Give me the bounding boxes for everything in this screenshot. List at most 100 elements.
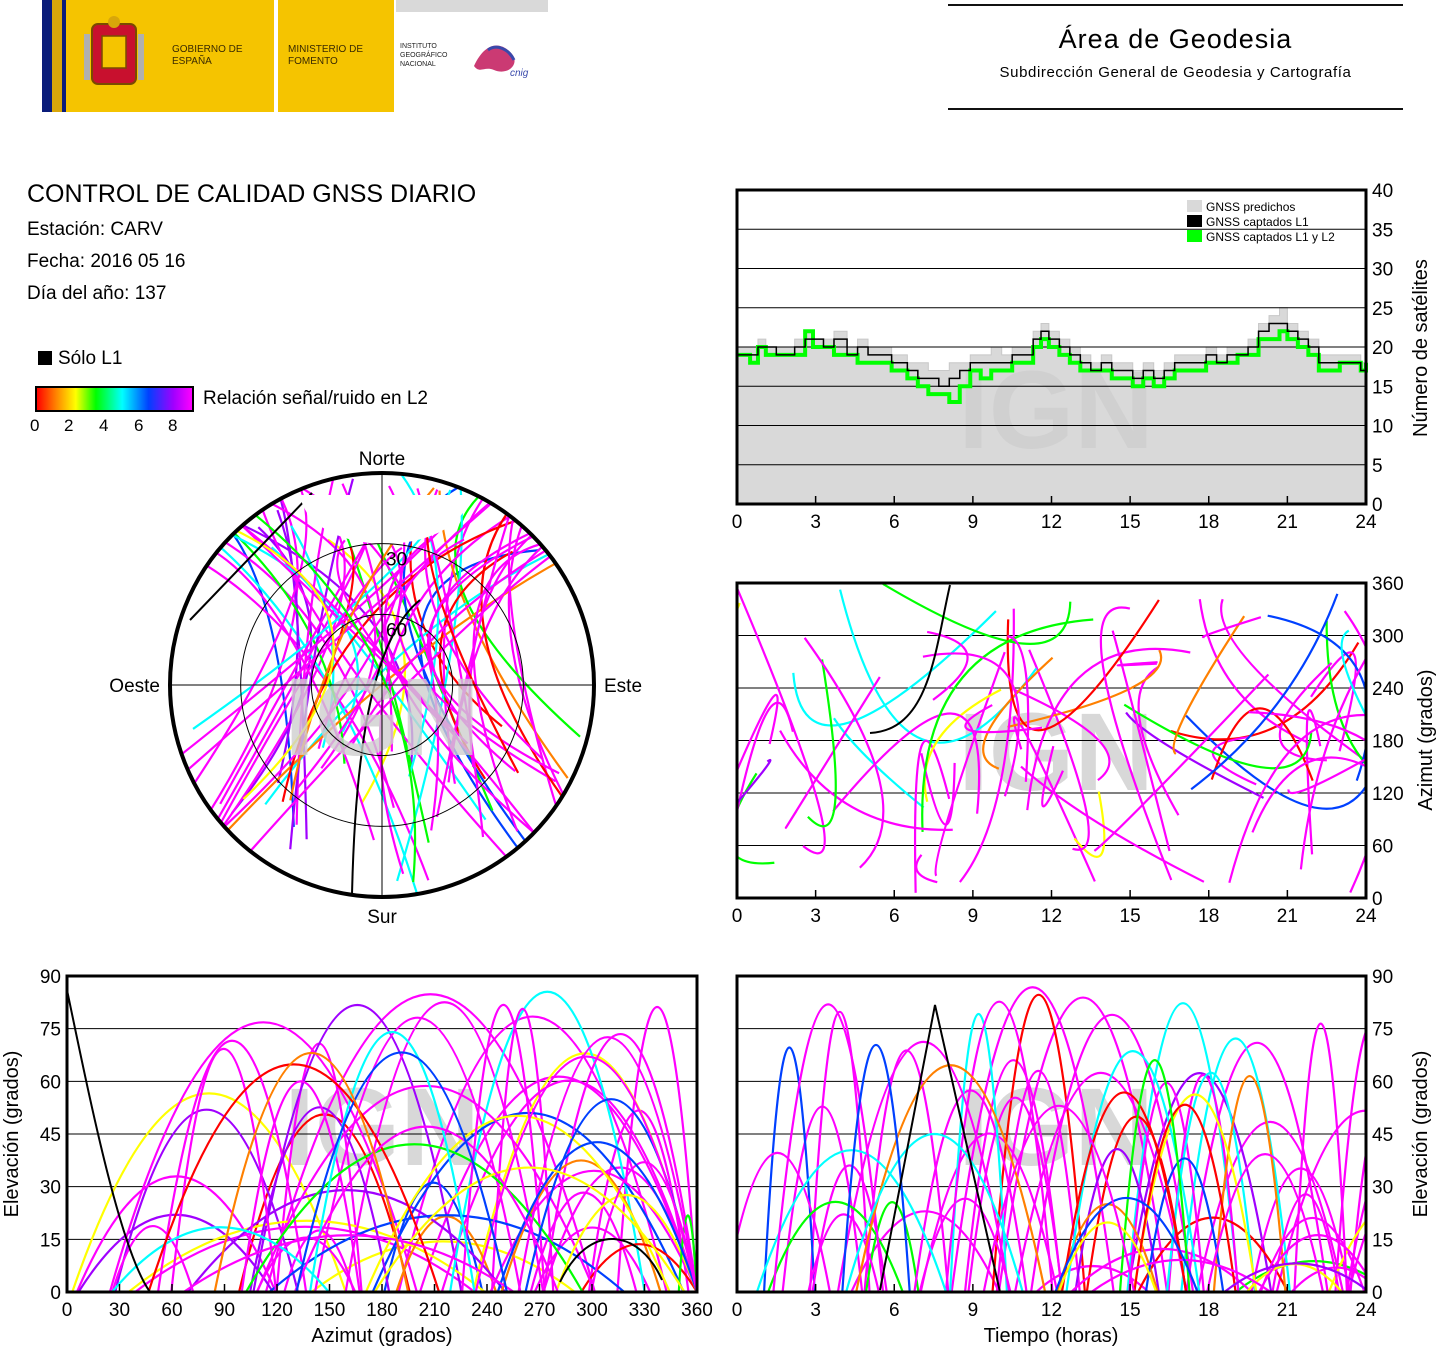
satellite-track bbox=[461, 1004, 546, 1292]
satellite-track bbox=[440, 1079, 697, 1292]
legend-entry: GNSS predichos bbox=[1206, 200, 1295, 214]
x-tick-label: 0 bbox=[732, 1300, 743, 1321]
satellite-track bbox=[1074, 1148, 1160, 1292]
satellite-track bbox=[1060, 1091, 1188, 1292]
satellite-track bbox=[832, 712, 981, 814]
satellites-chart: IGN 0 5 10 15 20 25 30 35 40 0 3 6 9 12 15 18 21 24 Número … bbox=[732, 181, 1432, 533]
satellite-track bbox=[108, 1021, 418, 1292]
satellite-track bbox=[454, 483, 581, 738]
l1-track bbox=[67, 989, 151, 1292]
instituto-text: INSTITUTO GEOGRÁFICO NACIONAL bbox=[400, 43, 448, 68]
legend-entry: GNSS captados L1 y L2 bbox=[1206, 230, 1335, 244]
satellite-track bbox=[426, 515, 578, 775]
satellite-track bbox=[919, 1132, 1059, 1292]
l1-track bbox=[189, 492, 313, 621]
satellite-track bbox=[293, 1125, 559, 1292]
cnig-logo-icon: cnig bbox=[474, 45, 529, 79]
satellite-track bbox=[1345, 1194, 1366, 1292]
doy-label: Día del año: 137 bbox=[27, 283, 167, 304]
satellite-track bbox=[1006, 599, 1160, 732]
satellite-track bbox=[836, 1040, 1011, 1292]
x-tick-label: 270 bbox=[524, 1300, 556, 1321]
satellite-track bbox=[183, 1234, 515, 1292]
ministerio-logo: MINISTERIO DE FOMENTO bbox=[278, 0, 394, 112]
satellite-track bbox=[1343, 610, 1366, 893]
satellite-track bbox=[792, 610, 997, 727]
x-tick-label: 24 bbox=[1355, 512, 1377, 533]
satellite-track bbox=[1093, 673, 1270, 852]
x-tick-label: 360 bbox=[681, 1300, 713, 1321]
satellite-track bbox=[1137, 665, 1180, 816]
satellite-track bbox=[170, 484, 308, 819]
satellite-track bbox=[1090, 1258, 1272, 1292]
watermark: IGN bbox=[284, 1066, 480, 1189]
satellite-track bbox=[1212, 1075, 1287, 1292]
satellite-track bbox=[616, 1006, 697, 1292]
satellite-track bbox=[1170, 642, 1360, 741]
satellite-track bbox=[336, 539, 450, 732]
satellite-track bbox=[1111, 630, 1171, 852]
satellite-track bbox=[276, 509, 299, 784]
gobierno-text: GOBIERNO DE ESPAÑA bbox=[172, 44, 243, 67]
satellite-track bbox=[967, 1096, 1064, 1292]
y-tick-label: 5 bbox=[1372, 456, 1383, 477]
satellite-track bbox=[1258, 1234, 1366, 1292]
satellite-track bbox=[808, 1010, 871, 1292]
legend-swatch bbox=[1187, 200, 1202, 212]
satellite-track bbox=[202, 476, 417, 883]
y-tick-label: 120 bbox=[1372, 784, 1404, 805]
satellite-track bbox=[926, 630, 969, 701]
satellite-track bbox=[1325, 620, 1366, 766]
satellite-track bbox=[1310, 651, 1357, 752]
skyplot-tracks bbox=[170, 473, 594, 896]
x-tick-label: 18 bbox=[1198, 1300, 1219, 1321]
y-tick-label: 180 bbox=[1372, 732, 1404, 753]
x-tick-label: 9 bbox=[968, 1300, 979, 1321]
ministerio-text: MINISTERIO DE FOMENTO bbox=[288, 44, 364, 67]
legend-l1-label: Sólo L1 bbox=[58, 348, 123, 369]
x-tick-label: 24 bbox=[1355, 906, 1377, 927]
x-tick-label: 30 bbox=[109, 1300, 130, 1321]
gobierno-logo: GOBIERNO DE ESPAÑA bbox=[66, 0, 274, 112]
satellite-track bbox=[784, 676, 881, 829]
satellite-track bbox=[249, 1106, 391, 1292]
x-tick-label: 21 bbox=[1277, 906, 1298, 927]
satellite-track bbox=[216, 524, 346, 835]
satellite-track bbox=[934, 651, 1006, 877]
satellite-track bbox=[949, 1012, 1009, 1292]
y-tick-label: 20 bbox=[1372, 338, 1393, 359]
satellite-track bbox=[1126, 1072, 1273, 1292]
x-tick-label: 0 bbox=[732, 512, 743, 533]
direction-east: Este bbox=[604, 676, 642, 697]
satellite-track bbox=[190, 546, 403, 878]
coat-of-arms-icon bbox=[84, 16, 144, 85]
satellite-track bbox=[207, 508, 414, 772]
y-tick-label: 25 bbox=[1372, 299, 1393, 320]
satellite-track bbox=[803, 637, 885, 869]
satellite-track bbox=[180, 506, 335, 800]
x-tick-label: 15 bbox=[1120, 1300, 1141, 1321]
satellite-track bbox=[449, 990, 646, 1292]
satellite-track bbox=[833, 717, 925, 809]
x-tick-label: 300 bbox=[576, 1300, 608, 1321]
satellite-track bbox=[923, 688, 1002, 802]
satellite-track bbox=[111, 1225, 195, 1292]
y-tick-label: 45 bbox=[40, 1125, 61, 1146]
x-tick-label: 15 bbox=[1120, 906, 1141, 927]
satellite-track bbox=[1116, 661, 1158, 667]
satellite-track bbox=[855, 1064, 1047, 1292]
satellite-track bbox=[114, 1108, 300, 1292]
satellite-track bbox=[915, 854, 938, 884]
satellite-track bbox=[964, 704, 1043, 734]
satellite-track bbox=[1118, 1059, 1191, 1292]
x-tick-label: 3 bbox=[810, 512, 821, 533]
satellite-track bbox=[677, 1214, 697, 1292]
satellite-track bbox=[1185, 714, 1366, 810]
area-top-rule bbox=[948, 4, 1403, 6]
satellite-track bbox=[199, 542, 594, 861]
satellite-track bbox=[418, 1075, 697, 1292]
x-tick-label: 180 bbox=[366, 1300, 398, 1321]
satellite-track bbox=[1228, 713, 1366, 884]
